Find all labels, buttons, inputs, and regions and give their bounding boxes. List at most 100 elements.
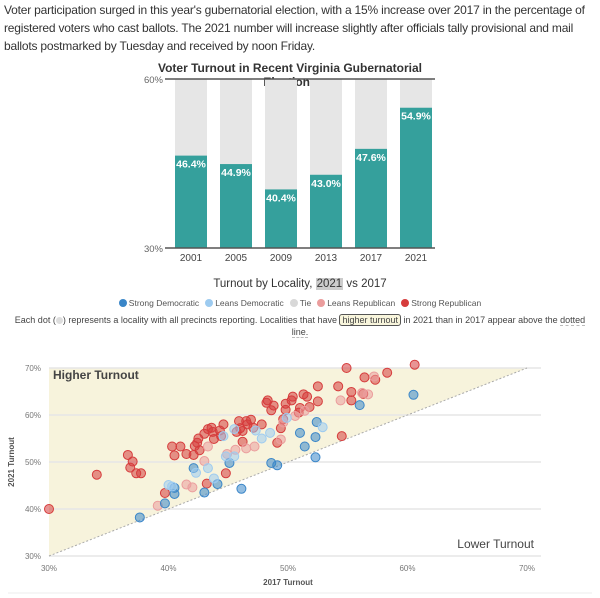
data-point-leans-democratic <box>229 424 240 435</box>
x-tick-label: 2005 <box>225 253 248 264</box>
data-point-leans-democratic <box>218 431 229 442</box>
legend-dot-icon <box>401 299 410 307</box>
data-point-strong-democratic <box>199 487 210 498</box>
bar-data-label: 47.6% <box>356 152 386 164</box>
y-tick-label: 70% <box>25 364 41 373</box>
diagonal-dotted-line <box>48 367 528 557</box>
intro-paragraph: Voter participation surged in this year'… <box>4 3 585 53</box>
bar-2001 <box>175 155 207 248</box>
legend-label: Strong Republican <box>411 298 482 308</box>
note-text-3: in 2021 than in 2017 appear above the <box>401 315 561 325</box>
y-tick-label: 40% <box>25 505 41 514</box>
y-tick-label: 60% <box>25 411 41 420</box>
x-tick-label: 60% <box>399 564 415 573</box>
data-point-strong-democratic <box>294 427 305 438</box>
data-point-strong-republican <box>333 381 344 392</box>
scatter-chart: 30%30% 40% 40% 50% 50% 60% 60% 70% 70% Higher Tur… <box>7 359 592 594</box>
x-tick-label: 30% <box>41 564 57 573</box>
bar-2021 <box>400 107 432 248</box>
data-point-leans-democratic <box>281 412 292 423</box>
y-tick-label: 30% <box>25 552 41 561</box>
data-point-strong-republican <box>256 419 267 430</box>
data-point-strong-democratic <box>310 452 321 463</box>
y-tick-label: 30% <box>144 244 164 255</box>
note-text-1: Each dot ( <box>14 315 56 325</box>
data-point-leans-democratic <box>190 467 201 478</box>
x-tick-label: 2017 <box>360 253 383 264</box>
data-point-strong-democratic <box>272 460 283 471</box>
y-tick-label: 60% <box>144 75 164 86</box>
data-point-strong-republican <box>341 363 352 373</box>
data-point-strong-republican <box>44 504 54 514</box>
data-point-leans-republican <box>369 371 380 382</box>
x-tick-label: 50% <box>280 564 296 573</box>
higher-turnout-highlight: higher turnout <box>339 314 402 326</box>
data-point-leans-republican <box>275 434 286 445</box>
data-point-strong-republican <box>346 386 357 397</box>
data-point-leans-republican <box>290 410 301 421</box>
data-point-strong-republican <box>287 391 298 402</box>
data-point-leans-democratic <box>256 433 267 444</box>
data-point-strong-republican <box>312 381 323 392</box>
legend-item: Strong Democratic <box>118 298 200 309</box>
bar-2013 <box>310 174 342 248</box>
data-point-leans-democratic <box>202 463 213 474</box>
data-point-strong-republican <box>268 400 279 411</box>
bar-2017 <box>355 148 387 248</box>
x-tick-label: 70% <box>519 564 535 573</box>
scatter-title-after: vs 2017 <box>343 278 387 290</box>
data-point-leans-republican <box>363 389 374 400</box>
x-tick-label: 2001 <box>180 253 203 264</box>
data-point-strong-democratic <box>354 400 365 411</box>
data-point-leans-democratic <box>317 422 328 433</box>
bar-2009 <box>265 189 297 248</box>
legend-item: Strong Republican <box>401 298 481 309</box>
y-axis-label: 2021 Turnout <box>7 437 16 487</box>
data-point-strong-republican <box>220 468 231 479</box>
legend-dot-icon <box>317 299 326 307</box>
legend-label: Tie <box>299 298 312 308</box>
bar-data-label: 54.9% <box>401 111 431 123</box>
data-point-strong-republican <box>136 468 147 479</box>
x-tick-label: 2013 <box>315 253 338 264</box>
data-point-strong-republican <box>312 396 323 407</box>
x-tick-label: 40% <box>160 564 176 573</box>
bar-data-label: 43.0% <box>311 178 341 190</box>
scatter-title: Turnout by Locality, 2021 vs 2017 <box>0 277 600 291</box>
data-point-leans-democratic <box>265 427 276 438</box>
data-point-leans-republican <box>241 443 252 454</box>
higher-turnout-label: Higher Turnout <box>53 368 139 382</box>
data-point-strong-republican <box>201 478 212 489</box>
legend-dot-icon <box>289 299 298 307</box>
scatter-legend: Strong Democratic Leans Democratic Tie Lean… <box>0 298 600 309</box>
data-point-leans-democratic <box>167 481 178 492</box>
bar-data-label: 44.9% <box>221 167 251 179</box>
y-tick-label: 50% <box>25 458 41 467</box>
data-point-strong-republican <box>218 419 229 430</box>
data-point-strong-democratic <box>134 512 145 523</box>
data-point-strong-republican <box>175 441 186 452</box>
legend-label: Strong Democratic <box>128 298 200 308</box>
data-point-leans-democratic <box>250 425 261 436</box>
legend-dot-icon <box>118 299 127 307</box>
dot-sample-icon <box>55 317 63 324</box>
scatter-note: Each dot () represents a locality with a… <box>10 314 590 338</box>
dotted-line-label: dotted line. <box>291 315 586 338</box>
legend-item: Tie <box>289 298 312 309</box>
data-point-strong-democratic <box>299 441 310 452</box>
lower-turnout-label: Lower Turnout <box>457 537 534 551</box>
data-point-leans-republican <box>335 395 346 406</box>
data-point-leans-democratic <box>220 451 231 462</box>
bar-data-label: 46.4% <box>176 159 206 171</box>
data-point-strong-republican <box>122 449 133 460</box>
data-point-leans-republican <box>202 441 213 452</box>
data-point-leans-democratic <box>229 451 240 462</box>
x-tick-label: 2009 <box>270 253 293 264</box>
data-point-strong-democratic <box>236 483 247 494</box>
legend-label: Leans Republican <box>327 298 396 308</box>
bar-data-label: 40.4% <box>266 192 296 204</box>
bar-chart: 46.4% 2001 44.9% 2005 40.4% 2009 43.0% 2013 47.6… <box>144 75 435 264</box>
scatter-title-highlight: 2021 <box>315 278 344 290</box>
data-point-strong-republican <box>91 469 102 480</box>
data-point-leans-democratic <box>208 473 219 484</box>
